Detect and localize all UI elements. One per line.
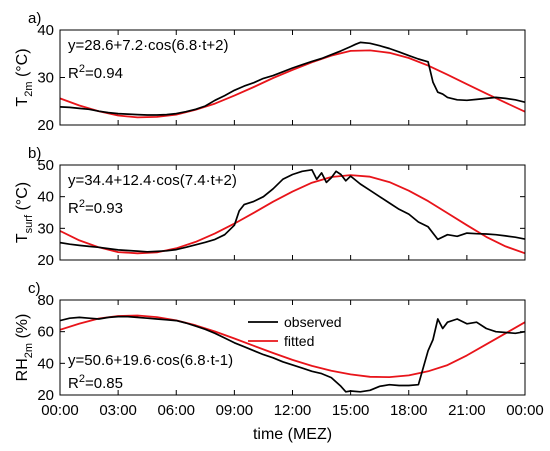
y-tick-label: 20 — [37, 252, 54, 269]
panel-b: 20 30 40 50b) y=34.4+12.4·cos(7.4·t+2) R2=0.9… — [14, 145, 526, 269]
x-tick-label: 15:00 — [332, 402, 370, 419]
y-axis-label: RH2m (%) — [14, 314, 35, 382]
x-tick-label: 06:00 — [157, 402, 195, 419]
y-tick-label: 20 — [37, 387, 54, 404]
y-tick-label: 50 — [37, 157, 54, 174]
equation-label: y=50.6+19.6·cos(6.8·t-1) — [68, 352, 233, 369]
x-tick-label: 21:00 — [448, 402, 486, 419]
y-axis-label: Tsurf (°C) — [14, 182, 35, 243]
x-tick-label: 00:00 — [41, 402, 79, 419]
x-axis-label: time (MEZ) — [253, 426, 332, 443]
legend-label-observed: observed — [284, 314, 342, 330]
y-tick-label: 30 — [37, 220, 54, 237]
y-tick-label: 40 — [37, 189, 54, 206]
x-tick-label: 12:00 — [274, 402, 312, 419]
series-line-observed — [60, 168, 525, 253]
panel-c: 20 40 60 80c) y=50.6+19.6·cos(6.8·t-1) R2=0.8… — [14, 280, 544, 443]
series-line-observed — [60, 315, 525, 393]
panel-label: a) — [28, 10, 41, 27]
axes-frame — [59, 299, 526, 396]
panel-label: b) — [28, 145, 41, 162]
equation-label: y=34.4+12.4·cos(7.4·t+2) — [68, 172, 237, 189]
series-line-observed — [60, 41, 525, 116]
axes-frame — [59, 164, 526, 261]
x-tick-label: 18:00 — [390, 402, 428, 419]
legend: observed fitted — [248, 314, 342, 349]
panel-label: c) — [28, 280, 41, 297]
x-tick-label: 09:00 — [216, 402, 254, 419]
y-tick-label: 20 — [37, 117, 54, 134]
panel-a: 20 30 40a) y=28.6+7.2·cos(6.8·t+2) R2=0.94 T2… — [14, 10, 526, 134]
y-tick-label: 60 — [37, 324, 54, 341]
series-line-fitted — [60, 174, 525, 255]
r-squared-label: R2=0.93 — [68, 198, 123, 217]
series-line-fitted — [60, 314, 525, 378]
y-tick-label: 40 — [37, 22, 54, 39]
y-tick-label: 40 — [37, 355, 54, 372]
axes-frame — [59, 29, 526, 126]
x-tick-label: 03:00 — [99, 402, 137, 419]
r-squared-label: R2=0.94 — [68, 63, 123, 82]
r-squared-label: R2=0.85 — [68, 373, 123, 392]
x-tick-label: 00:00 — [506, 402, 544, 419]
y-axis-label: T2m (°C) — [14, 48, 35, 106]
equation-label: y=28.6+7.2·cos(6.8·t+2) — [68, 37, 229, 54]
legend-label-fitted: fitted — [284, 333, 314, 349]
series-line-fitted — [60, 49, 525, 119]
y-tick-label: 30 — [37, 70, 54, 87]
y-tick-label: 80 — [37, 292, 54, 309]
